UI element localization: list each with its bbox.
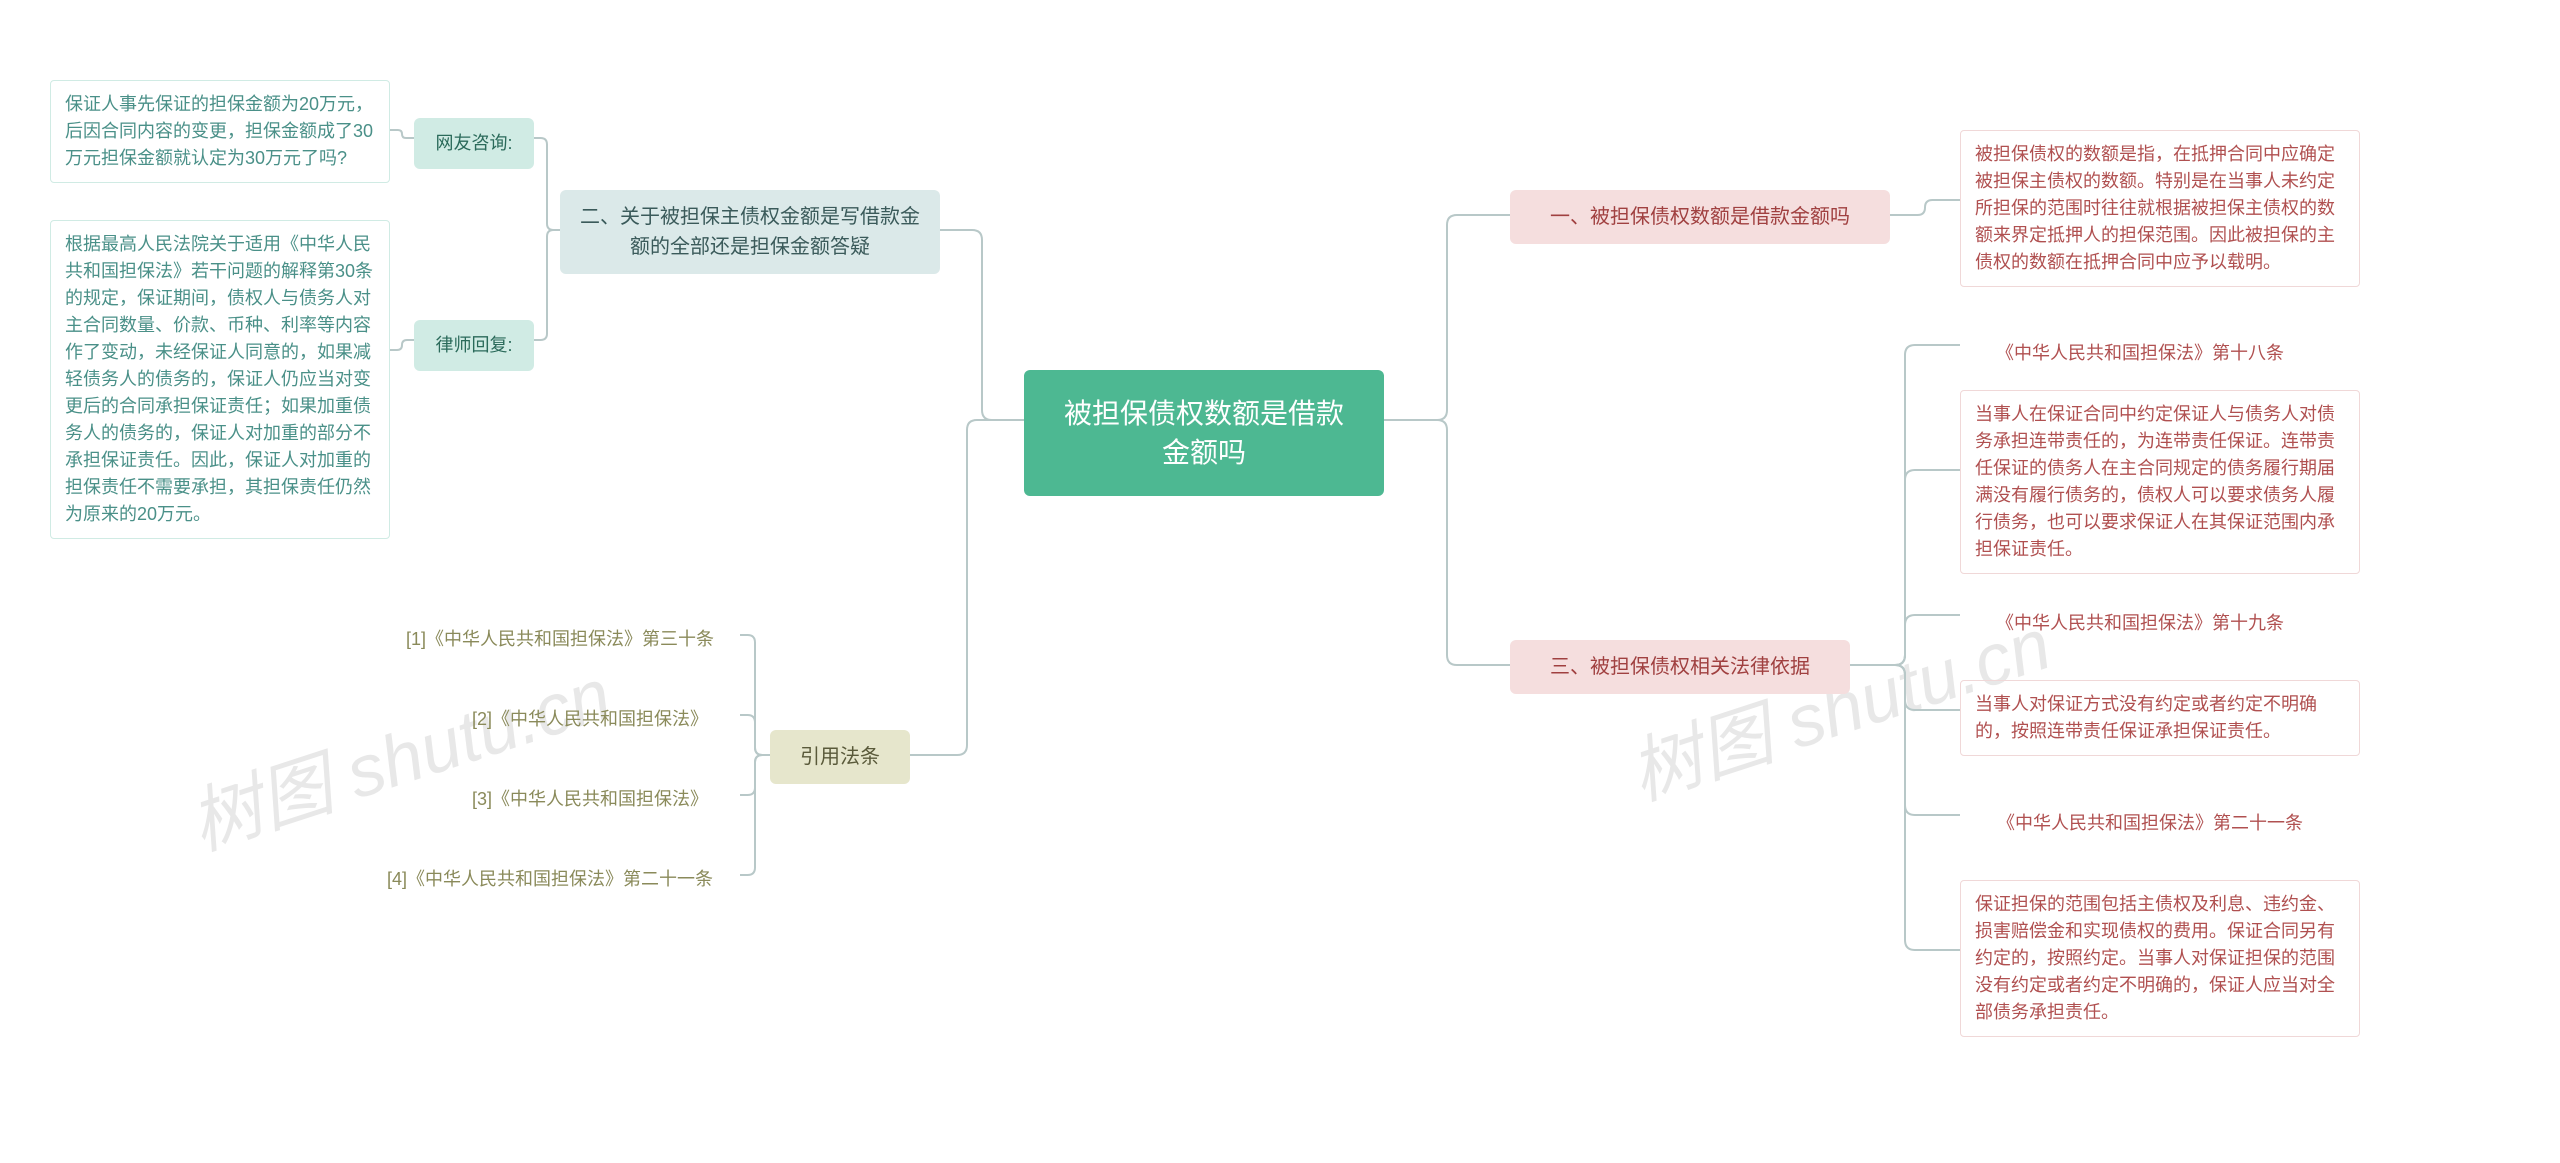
mindmap-node: 保证担保的范围包括主债权及利息、违约金、损害赔偿金和实现债权的费用。保证合同另有… [1960, 880, 2360, 1037]
mindmap-node: 三、被担保债权相关法律依据 [1510, 640, 1850, 694]
mindmap-node: [3]《中华人民共和国担保法》 [440, 780, 740, 819]
mindmap-node: [4]《中华人民共和国担保法》第二十一条 [360, 860, 740, 899]
mindmap-node: 引用法条 [770, 730, 910, 784]
mindmap-node: 《中华人民共和国担保法》第二十一条 [1960, 800, 2340, 847]
mindmap-node: 当事人在保证合同中约定保证人与债务人对债务承担连带责任的，为连带责任保证。连带责… [1960, 390, 2360, 574]
mindmap-node: 被担保债权的数额是指，在抵押合同中应确定被担保主债权的数额。特别是在当事人未约定… [1960, 130, 2360, 287]
mindmap-node: 一、被担保债权数额是借款金额吗 [1510, 190, 1890, 244]
mindmap-node: 网友咨询: [414, 118, 534, 169]
mindmap-node: 二、关于被担保主债权金额是写借款金额的全部还是担保金额答疑 [560, 190, 940, 274]
mindmap-node: 被担保债权数额是借款金额吗 [1024, 370, 1384, 496]
mindmap-node: 律师回复: [414, 320, 534, 371]
mindmap-node: 当事人对保证方式没有约定或者约定不明确的，按照连带责任保证承担保证责任。 [1960, 680, 2360, 756]
watermark: 树图 shutu.cn [174, 635, 621, 870]
mindmap-node: 保证人事先保证的担保金额为20万元，后因合同内容的变更，担保金额成了30万元担保… [50, 80, 390, 183]
mindmap-node: [2]《中华人民共和国担保法》 [440, 700, 740, 739]
mindmap-node: 《中华人民共和国担保法》第十八条 [1960, 330, 2320, 377]
mindmap-node: 《中华人民共和国担保法》第十九条 [1960, 600, 2320, 647]
mindmap-node: 根据最高人民法院关于适用《中华人民共和国担保法》若干问题的解释第30条的规定，保… [50, 220, 390, 539]
mindmap-node: [1]《中华人民共和国担保法》第三十条 [380, 620, 740, 659]
